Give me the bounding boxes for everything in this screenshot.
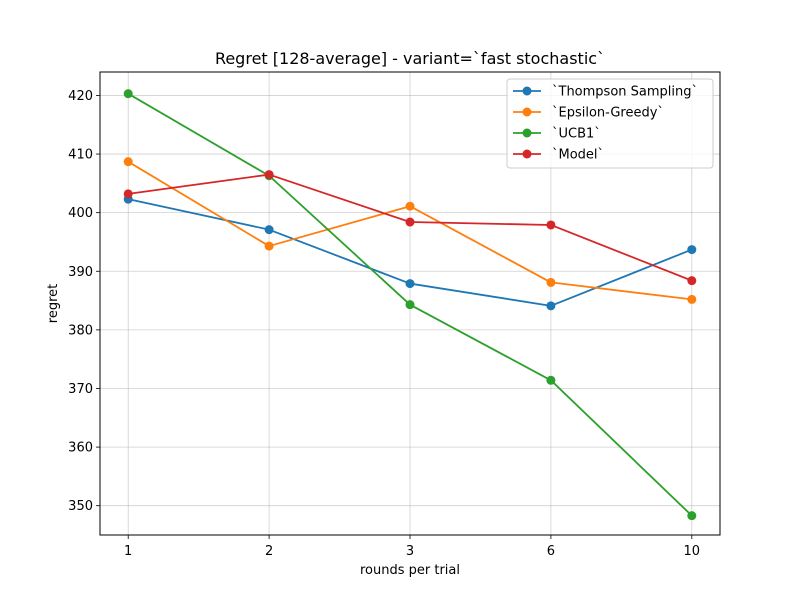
legend-marker [522, 149, 532, 159]
data-point [405, 300, 415, 310]
legend-item: `Thompson Sampling` [513, 85, 698, 100]
legend: `Thompson Sampling` `Epsilon-Greedy` `UCB1… [506, 78, 714, 169]
data-point [264, 241, 274, 251]
data-point [687, 511, 697, 521]
series [123, 157, 697, 304]
x-tick-label: 10 [684, 544, 701, 559]
chart-title: Regret [128-average] - variant=`fast sto… [215, 49, 605, 68]
legend-marker [522, 86, 532, 96]
x-tick-label: 1 [124, 544, 132, 559]
data-point [405, 279, 415, 289]
series [123, 170, 697, 286]
x-tick-label: 6 [547, 544, 555, 559]
data-point [687, 294, 697, 304]
legend-item: `Model` [513, 148, 604, 163]
x-tick-label: 2 [265, 544, 273, 559]
data-point [687, 276, 697, 286]
legend-item: `Epsilon-Greedy` [513, 106, 664, 121]
data-point [123, 157, 133, 167]
legend-item: `UCB1` [513, 127, 601, 142]
x-axis: 1 2 3 6 10 [124, 535, 700, 559]
y-tick-label: 400 [68, 206, 93, 221]
data-point [264, 170, 274, 180]
data-point [405, 201, 415, 211]
data-point [546, 375, 556, 385]
y-tick-label: 350 [68, 499, 93, 514]
y-tick-label: 380 [68, 323, 93, 338]
data-point [123, 189, 133, 199]
legend-marker [522, 107, 532, 117]
x-axis-label: rounds per trial [360, 563, 460, 578]
data-point [123, 89, 133, 99]
series-layer [123, 89, 697, 521]
legend-label: `Epsilon-Greedy` [552, 106, 664, 121]
legend-label: `Thompson Sampling` [552, 85, 698, 100]
data-point [687, 245, 697, 255]
data-point [546, 301, 556, 311]
legend-box [506, 78, 714, 169]
y-tick-label: 420 [68, 89, 93, 104]
legend-marker [522, 128, 532, 138]
series [123, 194, 697, 311]
legend-label: `UCB1` [552, 127, 601, 142]
y-axis: 350 360 370 380 390 400 410 420 [68, 89, 100, 514]
data-point [264, 225, 274, 235]
data-point [546, 277, 556, 287]
y-tick-label: 390 [68, 265, 93, 280]
x-tick-label: 3 [406, 544, 414, 559]
y-tick-label: 360 [68, 441, 93, 456]
legend-label: `Model` [552, 148, 604, 163]
y-axis-label: regret [46, 284, 61, 323]
data-point [546, 220, 556, 230]
y-tick-label: 370 [68, 382, 93, 397]
data-point [405, 217, 415, 227]
y-tick-label: 410 [68, 148, 93, 163]
